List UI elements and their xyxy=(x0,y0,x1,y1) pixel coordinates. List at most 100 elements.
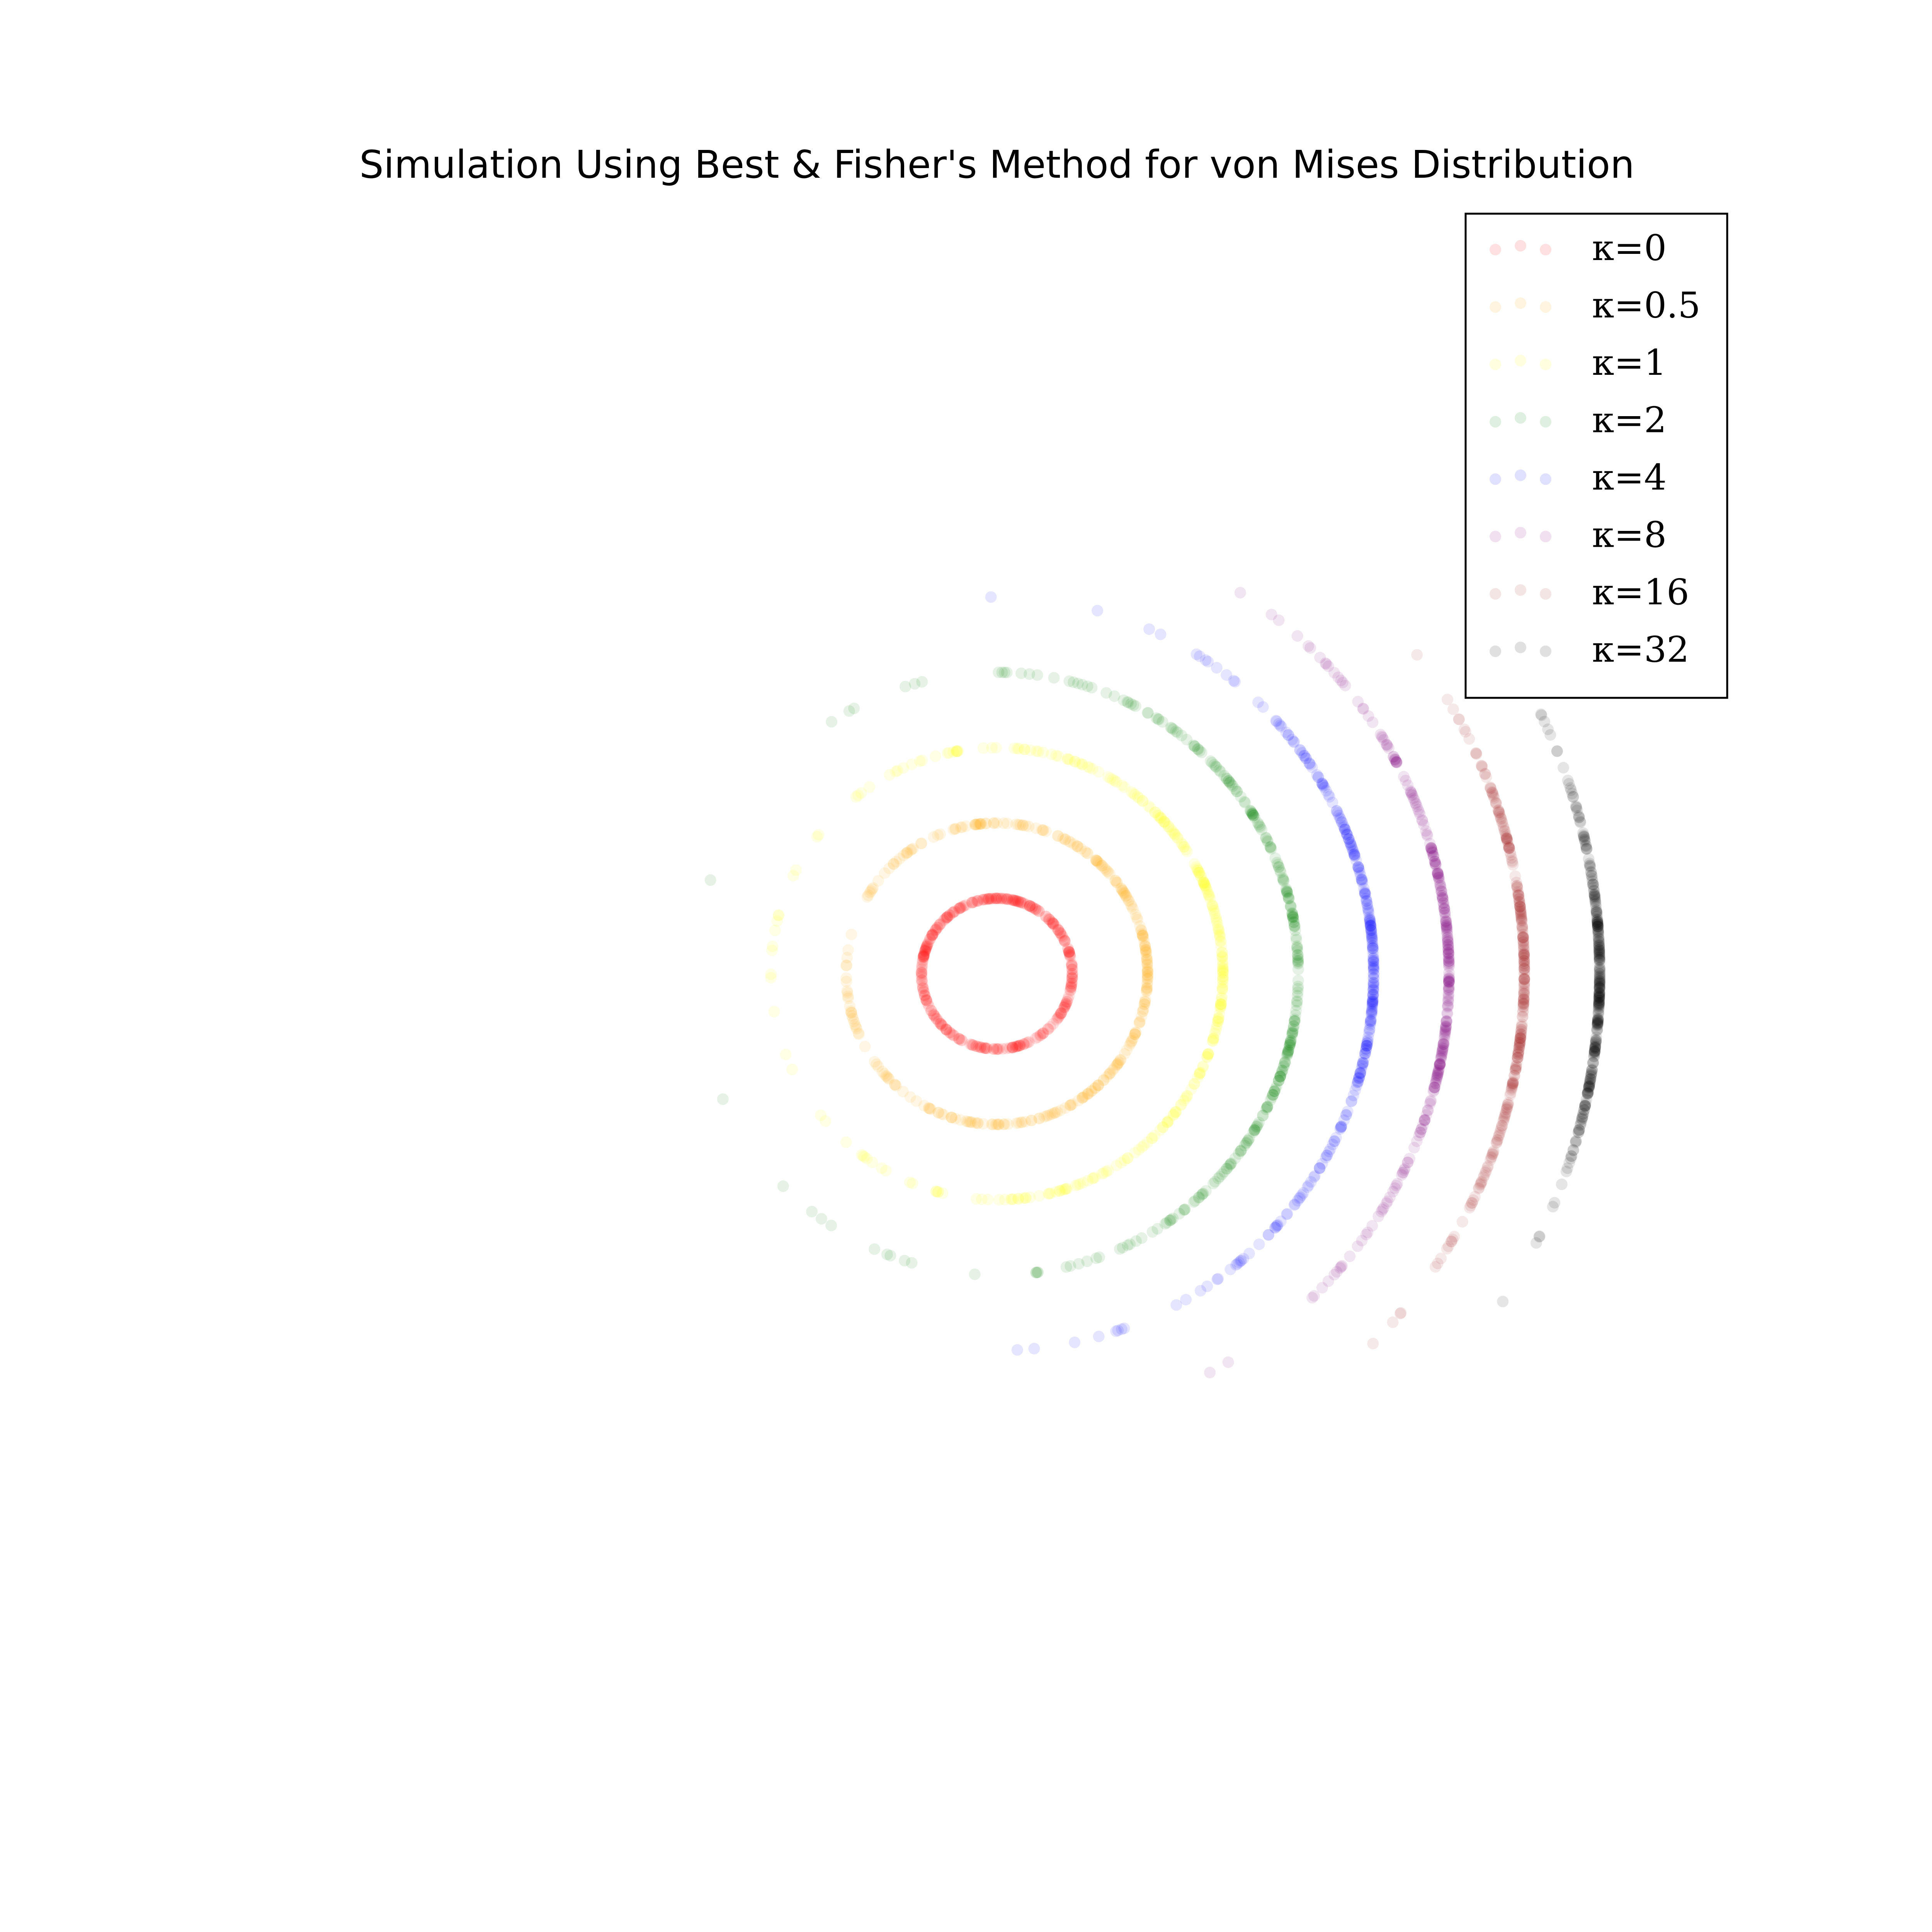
data-point xyxy=(883,862,895,874)
data-point xyxy=(1262,1100,1274,1112)
data-point xyxy=(1388,751,1400,763)
data-point xyxy=(1083,1087,1095,1099)
data-point xyxy=(1271,857,1283,869)
data-point xyxy=(1337,820,1349,832)
data-point xyxy=(1233,1257,1245,1268)
data-point xyxy=(1169,1107,1181,1119)
data-point xyxy=(1432,869,1444,881)
data-point xyxy=(924,1103,936,1115)
data-point xyxy=(1208,903,1219,915)
data-point xyxy=(1042,1023,1054,1035)
data-point xyxy=(1580,840,1592,852)
data-point xyxy=(1216,984,1228,996)
data-point xyxy=(1292,958,1304,970)
data-point xyxy=(1362,905,1374,917)
data-point xyxy=(1440,1016,1452,1028)
data-point xyxy=(1506,1080,1518,1092)
data-point xyxy=(906,1177,918,1189)
data-point xyxy=(1214,1171,1226,1182)
data-point xyxy=(1198,878,1210,890)
data-point xyxy=(938,1109,949,1121)
data-point xyxy=(1589,895,1601,907)
data-point xyxy=(1513,1042,1525,1054)
data-point xyxy=(1390,1180,1402,1191)
data-point xyxy=(975,818,987,830)
data-point xyxy=(1053,924,1065,936)
data-point xyxy=(983,893,995,905)
data-point xyxy=(1518,973,1530,985)
data-point xyxy=(1062,944,1074,956)
legend-marker xyxy=(1490,301,1501,313)
data-point xyxy=(1298,750,1310,762)
data-point xyxy=(1194,1067,1206,1079)
data-point xyxy=(1055,1007,1067,1019)
data-point xyxy=(1494,1127,1506,1139)
data-point xyxy=(1591,1023,1603,1035)
data-point xyxy=(1066,971,1078,983)
data-point xyxy=(1517,1001,1529,1013)
data-point xyxy=(1362,903,1374,915)
data-point xyxy=(1440,912,1452,924)
data-point xyxy=(1308,1171,1320,1183)
data-point xyxy=(1433,872,1445,884)
data-point xyxy=(1418,1115,1430,1126)
data-point xyxy=(1007,1041,1019,1053)
data-point xyxy=(1589,1041,1601,1053)
data-point xyxy=(1513,1042,1525,1054)
data-point xyxy=(1274,1071,1286,1083)
data-point xyxy=(1353,862,1365,874)
data-point xyxy=(1592,922,1604,934)
data-point xyxy=(1332,807,1344,819)
data-point xyxy=(1514,1037,1526,1049)
data-point xyxy=(1248,1124,1260,1136)
data-point xyxy=(1440,920,1452,932)
data-point xyxy=(1050,920,1061,932)
data-point xyxy=(1054,927,1066,939)
data-point xyxy=(1516,1021,1528,1033)
data-point xyxy=(1476,760,1488,772)
data-point xyxy=(1592,1020,1604,1032)
data-point xyxy=(1212,1014,1224,1026)
data-point xyxy=(993,1119,1005,1130)
data-point xyxy=(993,1194,1005,1206)
data-point xyxy=(1117,1242,1129,1253)
data-point xyxy=(1405,786,1417,798)
data-point xyxy=(1156,716,1168,728)
series-4 xyxy=(704,667,1304,1280)
data-point xyxy=(1335,674,1347,686)
data-point xyxy=(1311,769,1323,781)
data-point xyxy=(947,746,959,758)
data-point xyxy=(964,1038,976,1050)
data-point xyxy=(1042,1109,1054,1121)
data-point xyxy=(1514,1032,1526,1044)
data-point xyxy=(1438,900,1450,912)
data-point xyxy=(1497,1116,1509,1128)
data-point xyxy=(1593,939,1605,951)
data-point xyxy=(1007,1041,1019,1053)
data-point xyxy=(865,885,877,897)
data-point xyxy=(1533,1231,1545,1243)
data-point xyxy=(947,1029,959,1041)
data-point xyxy=(914,755,926,767)
data-point xyxy=(1118,1322,1130,1334)
data-point xyxy=(1253,818,1265,830)
data-point xyxy=(1402,1156,1414,1168)
legend-marker xyxy=(1515,355,1526,366)
data-point xyxy=(1516,916,1528,928)
data-point xyxy=(1087,1173,1099,1184)
data-point xyxy=(919,944,931,956)
data-point xyxy=(1291,942,1303,954)
data-point xyxy=(1429,1081,1440,1093)
legend-marker xyxy=(1490,473,1501,485)
data-point xyxy=(1215,995,1227,1007)
data-point xyxy=(1005,1193,1017,1205)
data-point xyxy=(1408,792,1420,804)
data-point xyxy=(1260,832,1272,844)
data-point xyxy=(1348,848,1360,860)
data-point xyxy=(1228,675,1240,687)
data-point xyxy=(1594,982,1605,994)
data-point xyxy=(1518,994,1530,1006)
data-point xyxy=(960,820,972,832)
data-point xyxy=(1505,849,1517,861)
data-point xyxy=(1593,1002,1605,1014)
